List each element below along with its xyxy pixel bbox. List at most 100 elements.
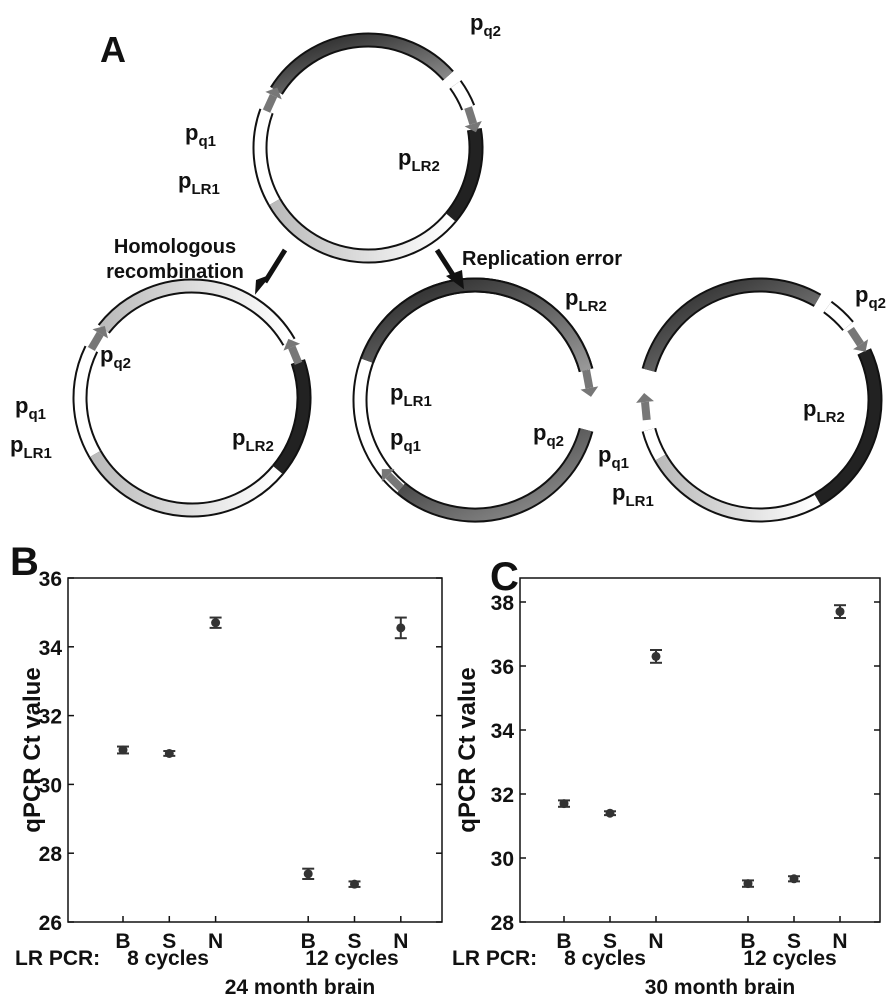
ring-outline bbox=[367, 285, 586, 370]
primer-sub: q1 bbox=[28, 406, 46, 423]
ring-segment bbox=[649, 285, 818, 370]
data-point bbox=[744, 879, 753, 888]
y-tick-label: 34 bbox=[491, 720, 515, 743]
y-tick-label: 34 bbox=[39, 637, 63, 660]
x-axis-label: 24 month brain bbox=[225, 976, 376, 999]
x-tick-label: N bbox=[208, 930, 223, 953]
primer-label: pLR2 bbox=[803, 396, 845, 426]
primer-sub: LR2 bbox=[411, 158, 439, 175]
primer-label: pq1 bbox=[390, 425, 421, 455]
group-label: 12 cycles bbox=[305, 947, 398, 970]
arrow-shaft bbox=[645, 402, 647, 420]
arrow-shaft bbox=[91, 334, 100, 349]
y-tick-label: 28 bbox=[39, 843, 63, 866]
data-point bbox=[304, 869, 313, 878]
arrow-label: Homologous bbox=[114, 236, 236, 258]
data-point bbox=[836, 607, 845, 616]
primer-sub: q2 bbox=[483, 23, 501, 40]
data-point bbox=[165, 749, 174, 758]
primer-sub: LR1 bbox=[23, 445, 51, 462]
primer-sub: LR2 bbox=[578, 298, 606, 315]
primer-label: pq1 bbox=[598, 442, 629, 472]
primer-sub: q1 bbox=[611, 455, 629, 472]
data-point bbox=[652, 652, 661, 661]
primer-main: p bbox=[390, 425, 403, 450]
primer-sub: q2 bbox=[546, 433, 564, 450]
y-tick-label: 36 bbox=[491, 656, 514, 679]
primer-main: p bbox=[398, 145, 411, 170]
ring-segment bbox=[451, 129, 476, 217]
ring-segment bbox=[367, 285, 586, 370]
ring-segment bbox=[104, 286, 289, 342]
data-point bbox=[396, 623, 405, 632]
diagram: A Homologous recombination Replication erro… bbox=[10, 10, 886, 515]
data-point bbox=[119, 746, 128, 755]
x-tick-label: N bbox=[648, 930, 663, 953]
primer-main: p bbox=[100, 342, 113, 367]
group-label: 8 cycles bbox=[127, 947, 209, 970]
primer-label: pLR1 bbox=[612, 480, 654, 510]
primer-label: pq1 bbox=[185, 120, 216, 150]
primer-main: p bbox=[232, 425, 245, 450]
charts: 262830323436BSNBSNBqPCR Ct valueLR PCR:8… bbox=[10, 540, 880, 999]
primer-label: pLR2 bbox=[398, 145, 440, 175]
primer-main: p bbox=[612, 480, 625, 505]
primer-sub: q2 bbox=[113, 355, 131, 372]
data-point bbox=[211, 618, 220, 627]
y-axis-label: qPCR Ct value bbox=[454, 667, 481, 832]
row-label: LR PCR: bbox=[452, 947, 537, 970]
primer-main: p bbox=[598, 442, 611, 467]
primer-main: p bbox=[185, 120, 198, 145]
arrow-label: recombination bbox=[106, 261, 244, 283]
group-label: 8 cycles bbox=[564, 947, 646, 970]
primer-label: pLR1 bbox=[178, 168, 220, 198]
data-point bbox=[606, 809, 615, 818]
primer-label: pq2 bbox=[470, 10, 501, 40]
data-point bbox=[560, 799, 569, 808]
y-tick-label: 28 bbox=[491, 912, 515, 935]
y-tick-label: 32 bbox=[491, 784, 514, 807]
primer-main: p bbox=[803, 396, 816, 421]
primer-main: p bbox=[565, 285, 578, 310]
y-tick-label: 26 bbox=[39, 912, 62, 935]
data-point bbox=[790, 874, 799, 883]
primer-main: p bbox=[15, 393, 28, 418]
primer-main: p bbox=[533, 420, 546, 445]
row-label: LR PCR: bbox=[15, 947, 100, 970]
primer-label: pq2 bbox=[100, 342, 131, 372]
x-axis-label: 30 month brain bbox=[645, 976, 796, 999]
arrow-shaft bbox=[586, 370, 589, 388]
data-point bbox=[350, 880, 359, 889]
arrow-label: Replication error bbox=[462, 248, 622, 270]
primer-main: p bbox=[178, 168, 191, 193]
primer-label: pq1 bbox=[15, 393, 46, 423]
y-tick-label: 36 bbox=[39, 568, 62, 591]
primer-sub: LR1 bbox=[403, 393, 431, 410]
panel-label: C bbox=[490, 555, 519, 599]
primer-main: p bbox=[10, 432, 23, 457]
primer-main: p bbox=[470, 10, 483, 35]
primer-label: pLR1 bbox=[10, 432, 52, 462]
primer-main: p bbox=[855, 282, 868, 307]
primer-sub: LR2 bbox=[245, 438, 273, 455]
primer-label: pLR1 bbox=[390, 380, 432, 410]
primer-sub: q1 bbox=[403, 438, 421, 455]
primer-sub: LR1 bbox=[191, 181, 219, 198]
primer-sub: q2 bbox=[868, 295, 886, 312]
primer-main: p bbox=[390, 380, 403, 405]
y-tick-label: 30 bbox=[491, 848, 514, 871]
primer-label: pq2 bbox=[855, 282, 886, 312]
primer-label: pLR2 bbox=[565, 285, 607, 315]
arrow-shaft bbox=[468, 108, 473, 124]
group-label: 12 cycles bbox=[743, 947, 836, 970]
arrow-shaft bbox=[851, 329, 861, 344]
arrow-shaft bbox=[292, 347, 299, 363]
figure: A Homologous recombination Replication erro… bbox=[0, 0, 891, 1001]
primer-sub: q1 bbox=[198, 133, 216, 150]
panel-label: B bbox=[10, 540, 39, 584]
panel-label: A bbox=[100, 29, 126, 70]
arrow-head bbox=[636, 393, 654, 403]
y-axis-label: qPCR Ct value bbox=[19, 667, 46, 832]
arrow-shaft bbox=[267, 96, 274, 111]
primer-sub: LR2 bbox=[816, 409, 844, 426]
